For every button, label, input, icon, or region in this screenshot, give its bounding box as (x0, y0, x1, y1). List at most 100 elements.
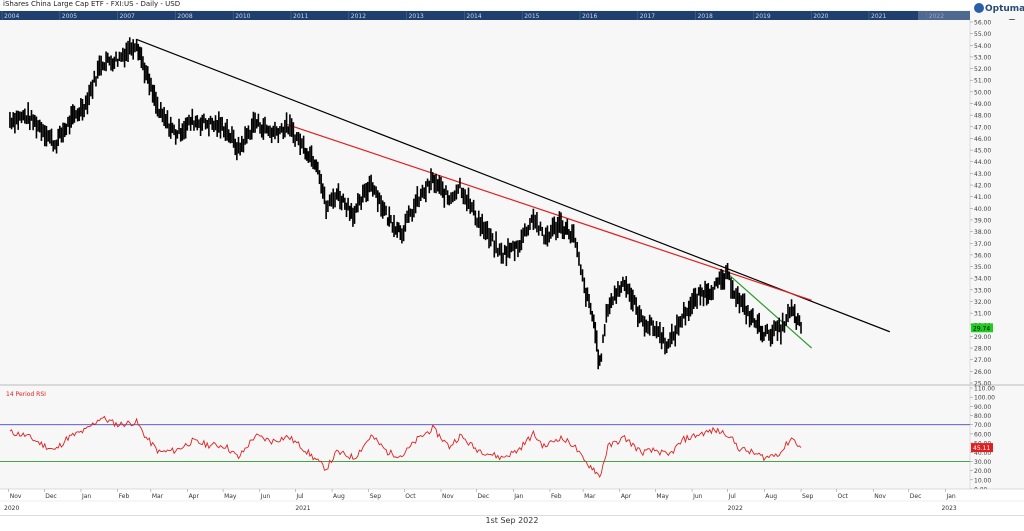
x-month-label: Jun (260, 493, 271, 500)
chart-header: iShares China Large Cap ETF - FXI:US - D… (0, 0, 1024, 10)
x-month-label: Dec (45, 493, 57, 500)
x-month-label: Sep (802, 493, 814, 500)
rsi-panel: 14 Period RSI0.0010.0020.0030.0040.0050.… (0, 386, 995, 494)
price-y-tick-label: 35.00 (974, 264, 991, 271)
rsi-line (9, 415, 802, 479)
price-y-tick-label: 43.00 (974, 171, 991, 178)
price-y-tick-label: 46.00 (974, 136, 991, 143)
x-month-label: Jul (295, 493, 304, 500)
x-month-label: Nov (10, 493, 22, 500)
price-y-tick-label: 56.00 (974, 20, 991, 27)
x-month-label: Aug (333, 493, 345, 500)
x-month-label: Dec (478, 493, 490, 500)
x-month-label: May (224, 493, 237, 500)
price-y-tick-label: 37.00 (974, 241, 991, 248)
x-month-label: Feb (551, 493, 562, 500)
timeline-year-label[interactable]: 2016 (582, 13, 597, 20)
last-price-label: 29.74 (973, 325, 990, 332)
timeline-year-label[interactable]: 2020 (813, 13, 828, 20)
rsi-y-tick-label: 60.00 (974, 431, 991, 438)
x-month-label: Nov (874, 493, 886, 500)
x-month-label: Oct (838, 493, 849, 500)
price-y-tick-label: 26.00 (974, 369, 991, 376)
timeline-year-label[interactable]: 2012 (351, 13, 366, 20)
last-rsi-label: 45.11 (973, 445, 990, 452)
x-month-label: Jul (728, 493, 737, 500)
price-y-tick-label: 31.00 (974, 311, 991, 318)
price-y-tick-label: 48.00 (974, 113, 991, 120)
price-y-tick-label: 28.00 (974, 346, 991, 353)
price-y-tick-label: 27.00 (974, 357, 991, 364)
footer-bar (0, 515, 1024, 531)
price-y-tick-label: 49.00 (974, 101, 991, 108)
timeline-year-label[interactable]: 2008 (177, 13, 192, 20)
price-y-tick-label: 44.00 (974, 159, 991, 166)
x-month-label: Jan (81, 493, 91, 500)
price-y-tick-label: 47.00 (974, 124, 991, 131)
x-month-label: Apr (189, 493, 200, 500)
price-y-tick-label: 55.00 (974, 31, 991, 38)
price-y-tick-label: 53.00 (974, 54, 991, 61)
rsi-y-tick-label: 110.00 (974, 386, 995, 393)
timeline-year-label[interactable]: 2013 (409, 13, 424, 20)
x-year-label: 2021 (295, 505, 310, 512)
price-y-tick-label: 42.00 (974, 183, 991, 190)
timeline-navigator[interactable]: 2004 2005 2007 2008 2010 2011 2012 2013 2014 2015… (0, 11, 970, 20)
timeline-year-label[interactable]: 2007 (120, 13, 135, 20)
x-month-label: Feb (119, 493, 130, 500)
rsi-y-tick-label: 10.00 (974, 477, 991, 484)
timeline-year-label[interactable]: 2019 (755, 13, 770, 20)
optuma-logo-text: Optuma (985, 4, 1024, 14)
rsi-title: 14 Period RSI (6, 391, 46, 398)
x-month-label: Oct (405, 493, 416, 500)
price-y-tick-label: 41.00 (974, 194, 991, 201)
timeline-year-label[interactable]: 2004 (4, 13, 19, 20)
x-month-label: Mar (584, 493, 596, 500)
timeline-year-label[interactable]: 2017 (640, 13, 655, 20)
x-month-label: Aug (765, 493, 777, 500)
price-y-tick-label: 40.00 (974, 206, 991, 213)
rsi-y-tick-label: 30.00 (974, 459, 991, 466)
timeline-year-label[interactable]: 2018 (698, 13, 713, 20)
timeline-year-label[interactable]: 2010 (235, 13, 250, 20)
rsi-y-tick-label: 40.00 (974, 450, 991, 457)
timeline-window[interactable] (918, 11, 970, 20)
price-y-tick-label: 32.00 (974, 299, 991, 306)
price-panel-bg (0, 20, 1024, 384)
rsi-y-tick-label: 80.00 (974, 413, 991, 420)
price-y-tick-label: 39.00 (974, 217, 991, 224)
chart-title: iShares China Large Cap ETF - FXI:US - D… (3, 0, 181, 8)
x-month-label: Apr (621, 493, 632, 500)
price-y-tick-label: 33.00 (974, 287, 991, 294)
price-y-tick-label: 54.00 (974, 43, 991, 50)
footer-date: 1st Sep 2022 (485, 516, 539, 525)
x-year-label: 2020 (4, 505, 19, 512)
price-panel: 25.00 26.00 27.00 28.00 29.00 30.00 31.00 32.00… (0, 20, 1024, 489)
x-month-label: Nov (442, 493, 454, 500)
chart-canvas[interactable]: 25.00 26.00 27.00 28.00 29.00 30.00 31.00 32.00… (0, 0, 1024, 515)
rsi-y-tick-label: 100.00 (974, 395, 995, 402)
price-y-tick-label: 51.00 (974, 78, 991, 85)
timeline-year-label[interactable]: 2021 (871, 13, 886, 20)
price-y-tick-label: 29.00 (974, 334, 991, 341)
x-month-label: May (656, 493, 669, 500)
price-y-tick-label: 25.00 (974, 381, 991, 388)
x-year-label: 2022 (728, 505, 743, 512)
price-y-tick-label: 38.00 (974, 229, 991, 236)
trendline-green[interactable] (727, 273, 813, 349)
timeline-year-strip[interactable]: 2004 2005 2007 2008 2010 2011 2012 2013 2014 2015… (0, 11, 970, 20)
timeline-year-label[interactable]: 2014 (466, 13, 481, 20)
trendline-red[interactable] (286, 123, 812, 301)
x-year-label: 2023 (941, 505, 956, 512)
timeline-year-label[interactable]: 2015 (524, 13, 539, 20)
price-y-tick-label: 45.00 (974, 148, 991, 155)
price-y-tick-label: 34.00 (974, 276, 991, 283)
timeline-year-label[interactable]: 2011 (293, 13, 308, 20)
x-month-label: Dec (910, 493, 922, 500)
timeline-year-label[interactable]: 2005 (62, 13, 77, 20)
price-y-tick-label: 50.00 (974, 89, 991, 96)
last-price-tag (971, 323, 993, 333)
trendline-black[interactable] (136, 38, 891, 333)
rsi-y-tick-label: 20.00 (974, 468, 991, 475)
x-month-label: Jun (692, 493, 703, 500)
